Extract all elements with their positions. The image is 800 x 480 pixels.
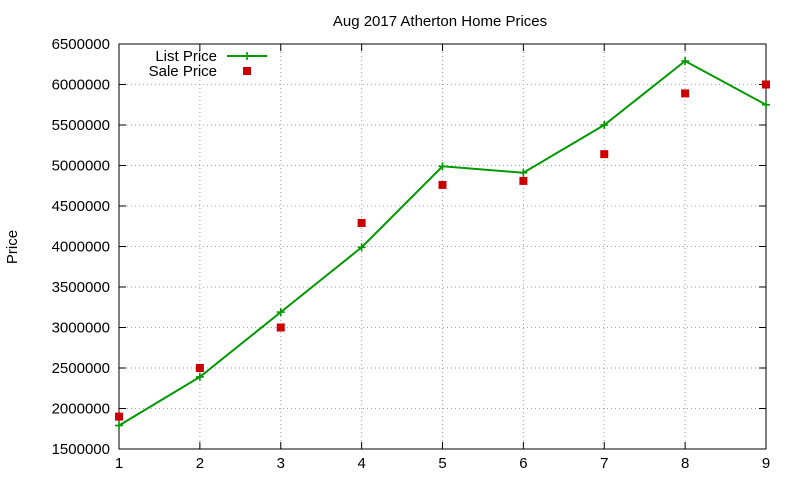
x-tick-label: 6	[519, 455, 527, 472]
series	[115, 57, 770, 430]
chart-title: Aug 2017 Atherton Home Prices	[333, 13, 547, 30]
legend-key-sale-price	[243, 67, 251, 75]
y-tick-label: 6000000	[52, 77, 110, 94]
y-tick-label: 3000000	[52, 320, 110, 337]
grid	[119, 44, 766, 449]
list-price-point	[519, 168, 528, 177]
y-tick-labels: 1500000 2000000 2500000 3000000 3500000 40000…	[52, 36, 110, 458]
sale-price-point	[438, 180, 447, 189]
y-tick-label: 5000000	[52, 158, 110, 175]
sale-price-point	[600, 150, 609, 159]
x-tick-label: 8	[681, 455, 689, 472]
legend-square-marker	[243, 67, 251, 75]
y-tick-label: 1500000	[52, 441, 110, 458]
x-tick-label: 7	[600, 455, 608, 472]
x-tick-labels: 1 2 3 4 5 6 7 8 9	[115, 455, 770, 472]
sale-price-point	[681, 89, 690, 98]
list-price-point	[600, 121, 609, 129]
tick-marks	[118, 43, 767, 450]
y-tick-label: 4000000	[52, 239, 110, 256]
sale-price-point	[762, 80, 770, 89]
y-tick-label: 6500000	[52, 36, 110, 53]
x-tick-label: 2	[196, 455, 204, 472]
y-tick-label: 3500000	[52, 279, 110, 296]
list-price-point	[276, 308, 285, 317]
series-sale-price	[115, 80, 770, 421]
sale-price-point	[115, 412, 123, 421]
series-list-price	[115, 57, 770, 430]
sale-price-point	[276, 323, 285, 332]
sale-price-point	[195, 364, 204, 372]
list-price-point	[357, 243, 366, 252]
legend-label-list-price: List Price	[155, 48, 217, 65]
sale-price-point	[357, 219, 366, 228]
sale-price-point	[519, 176, 528, 185]
list-price-point	[681, 57, 690, 66]
y-tick-label: 2500000	[52, 360, 110, 377]
x-tick-label: 1	[115, 455, 123, 472]
y-tick-label: 4500000	[52, 198, 110, 215]
x-tick-label: 9	[762, 455, 770, 472]
legend-plus-marker	[243, 52, 251, 60]
legend-label-sale-price: Sale Price	[149, 63, 217, 80]
list-price-point	[195, 372, 204, 381]
x-tick-label: 5	[438, 455, 446, 472]
legend-key-list-price	[227, 52, 267, 60]
y-tick-label: 2000000	[52, 401, 110, 418]
y-tick-label: 5500000	[52, 117, 110, 134]
y-axis-label: Price	[4, 230, 21, 264]
legend: List Price Sale Price	[149, 48, 267, 80]
x-tick-label: 3	[277, 455, 285, 472]
list-price-point	[438, 162, 447, 171]
list-price-point	[115, 421, 123, 430]
x-tick-label: 4	[357, 455, 365, 472]
list-price-line	[118, 59, 767, 427]
list-price-point	[762, 100, 770, 109]
